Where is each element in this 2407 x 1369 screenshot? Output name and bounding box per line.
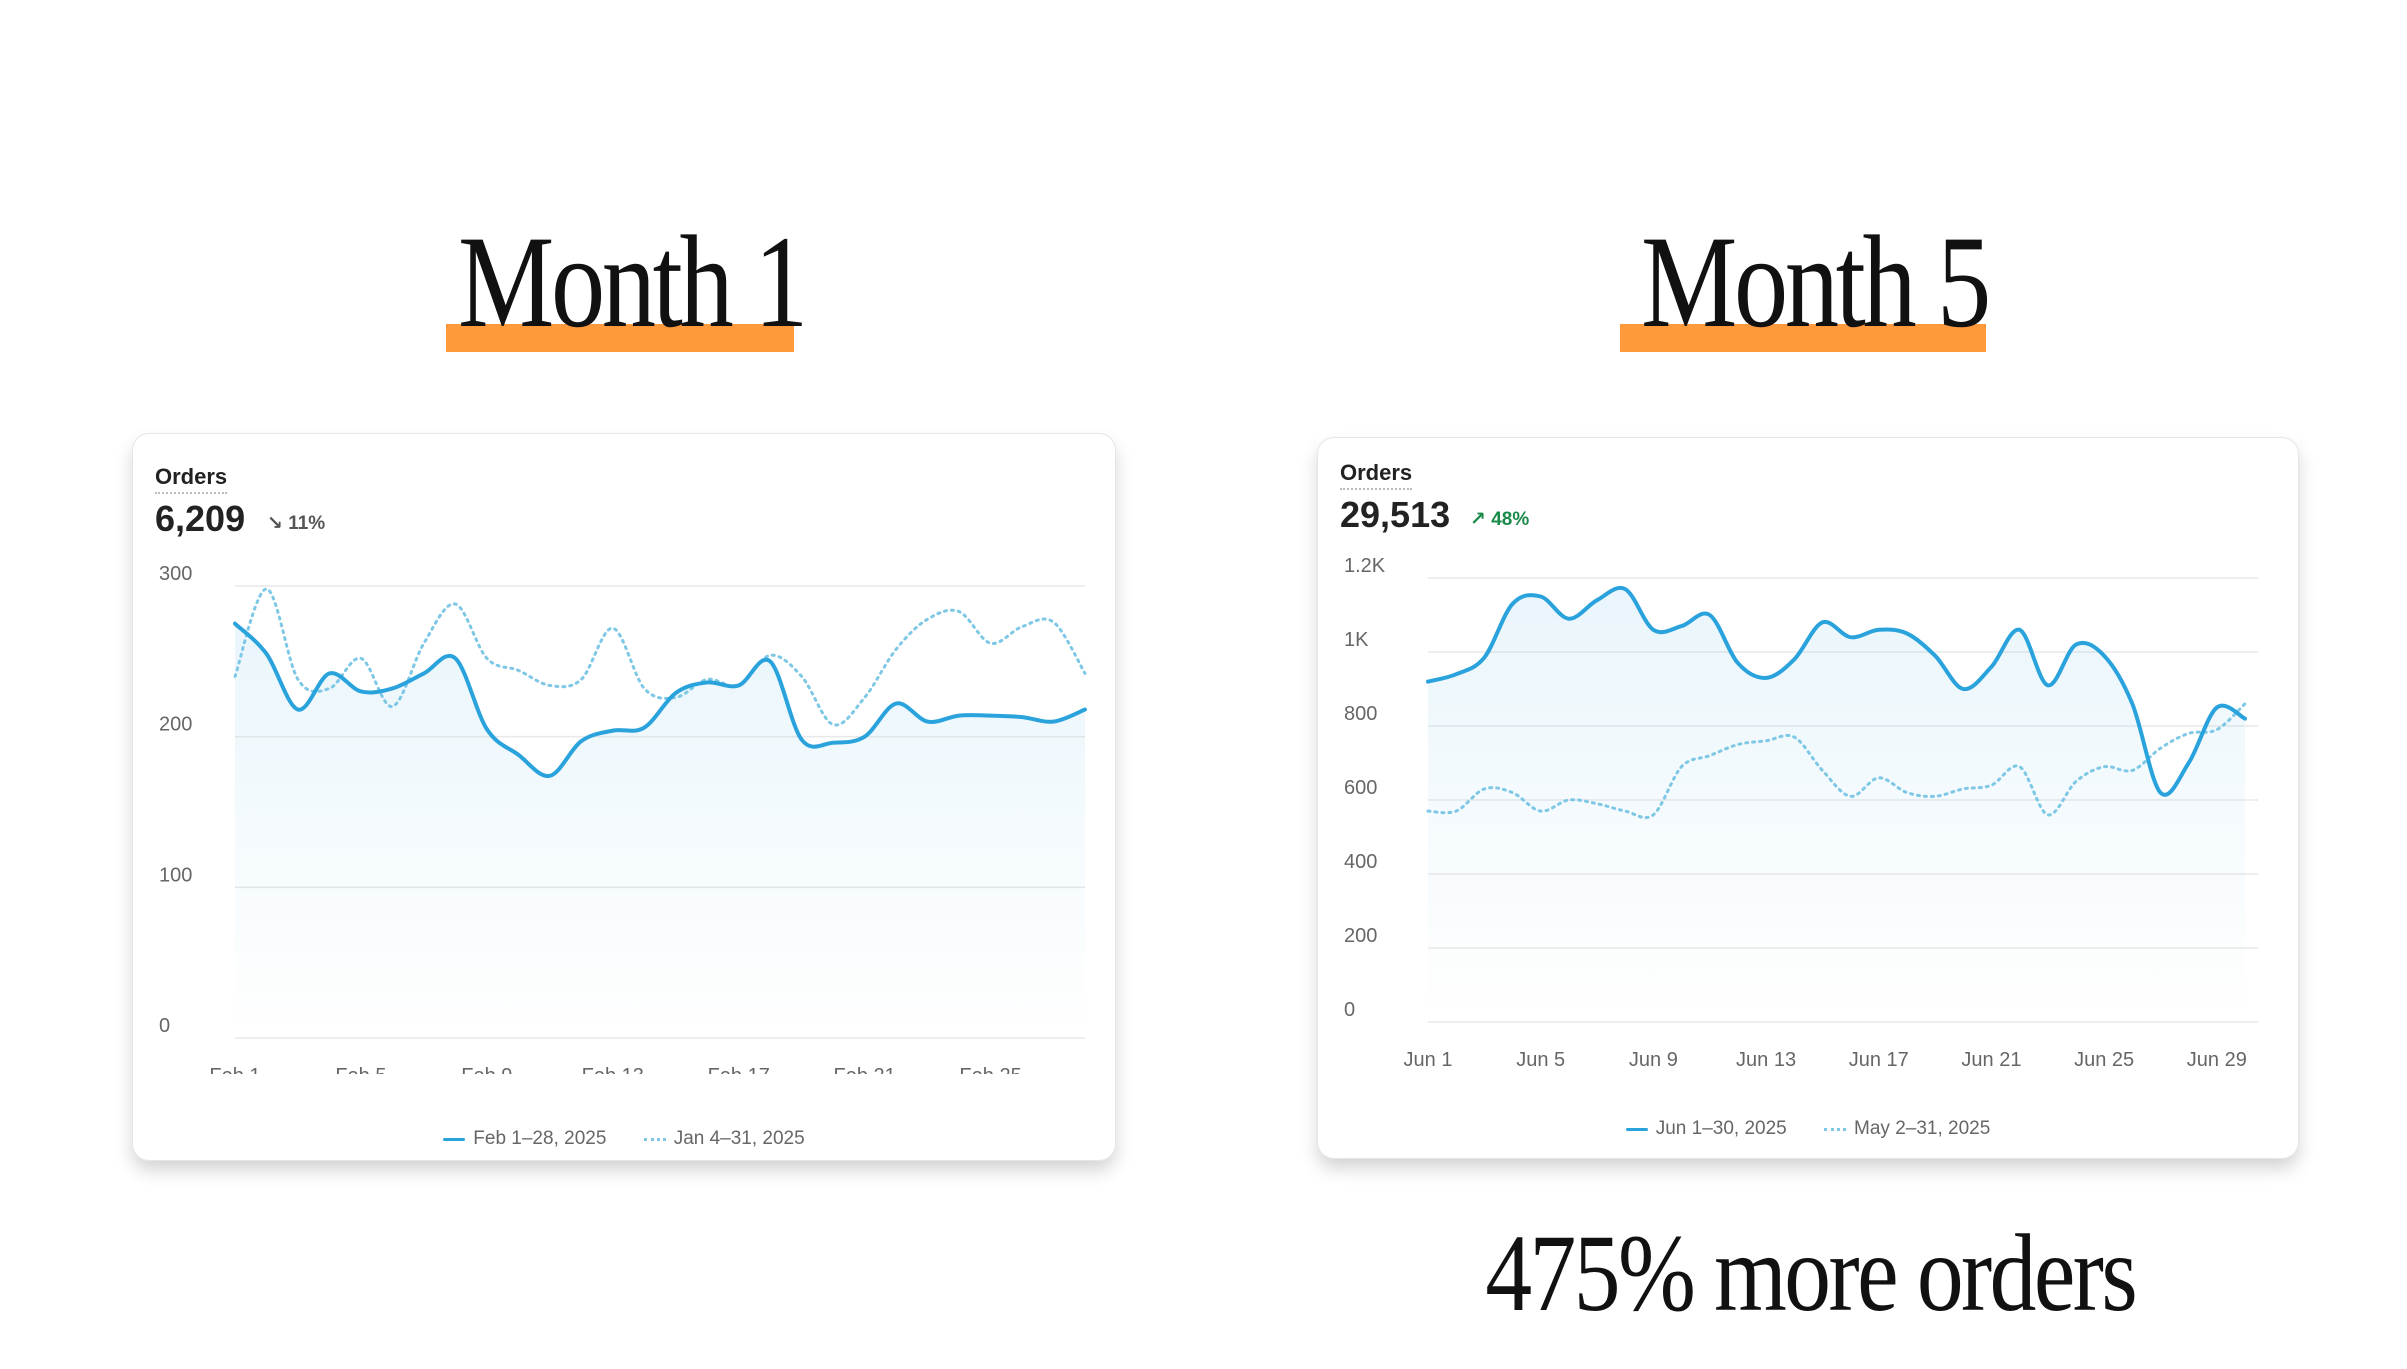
heading-highlight <box>446 324 794 352</box>
x-tick-label: Jun 13 <box>1736 1049 1796 1071</box>
legend-label: May 2–31, 2025 <box>1854 1118 1991 1139</box>
heading-text: Month 5 <box>1641 208 1991 355</box>
series-line-current <box>1426 585 2247 797</box>
y-tick-label: 600 <box>1344 777 1377 799</box>
orders-total: 6,209 <box>155 498 246 539</box>
dotted-line-swatch-icon <box>643 1137 666 1141</box>
x-tick-label: Jun 9 <box>1629 1049 1678 1071</box>
y-tick-label: 200 <box>1344 925 1377 947</box>
y-tick-label: 800 <box>1344 703 1377 725</box>
heading-month-5: Month 5 <box>1603 212 2003 352</box>
area-fill <box>1428 587 2245 1022</box>
y-tick-label: 300 <box>159 563 192 585</box>
y-tick-label: 1K <box>1344 629 1369 651</box>
chart-legend: Feb 1–28, 2025 Jan 4–31, 2025 <box>133 1125 1115 1151</box>
x-tick-label: Jun 1 <box>1404 1049 1453 1071</box>
series-line-current <box>233 621 1087 778</box>
heading-highlight <box>1620 324 1986 352</box>
x-tick-label: Feb 1 <box>209 1065 260 1074</box>
card-title: Orders <box>155 464 228 494</box>
series-line-previous <box>1426 702 2247 820</box>
orders-card-month-5: Orders 29,513 ↗ 48% 0 200 400 600 800 1K 1.2K J… <box>1318 438 2298 1158</box>
legend-item-current[interactable]: Feb 1–28, 2025 <box>443 1128 606 1150</box>
heading-month-1: Month 1 <box>420 212 820 352</box>
x-tick-label: Feb 25 <box>959 1065 1021 1074</box>
card-title: Orders <box>1340 460 1413 490</box>
dotted-line-swatch-icon <box>1824 1127 1847 1131</box>
x-tick-label: Feb 21 <box>833 1065 895 1074</box>
area-fill <box>235 623 1085 1038</box>
series-line-previous <box>233 587 1087 727</box>
change-badge: ↘ 11% <box>267 513 326 534</box>
y-tick-label: 400 <box>1344 851 1377 873</box>
legend-item-previous[interactable]: Jan 4–31, 2025 <box>643 1128 805 1150</box>
y-tick-label: 0 <box>159 1015 170 1037</box>
orders-card-month-1: Orders 6,209 ↘ 11% 0 100 200 300 Feb 1 Feb 5 F… <box>133 434 1115 1160</box>
legend-item-previous[interactable]: May 2–31, 2025 <box>1824 1118 1990 1140</box>
y-tick-label: 100 <box>159 864 192 886</box>
orders-total: 29,513 <box>1340 494 1451 535</box>
x-tick-label: Feb 9 <box>461 1065 512 1074</box>
legend-label: Feb 1–28, 2025 <box>473 1128 607 1149</box>
x-tick-label: Jun 17 <box>1849 1049 1909 1071</box>
orders-line-chart: 0 200 400 600 800 1K 1.2K Jun 1 Jun 5 Jun 9 Jun 13… <box>1344 555 2258 1071</box>
x-tick-label: Jun 5 <box>1516 1049 1565 1071</box>
footer-text: 475% more orders <box>1485 1212 2137 1334</box>
y-tick-label: 0 <box>1344 999 1355 1021</box>
y-tick-label: 1.2K <box>1344 555 1386 577</box>
x-tick-label: Jun 21 <box>1961 1049 2021 1071</box>
solid-line-swatch-icon <box>1625 1127 1648 1131</box>
x-tick-label: Jun 25 <box>2074 1049 2134 1071</box>
orders-line-chart: 0 100 200 300 Feb 1 Feb 5 Feb 9 Feb 13 Feb 17 Feb… <box>159 563 1087 1074</box>
orders-growth-caption: 475% more orders <box>1310 1210 2310 1337</box>
change-badge: ↗ 48% <box>1470 509 1530 530</box>
x-tick-label: Feb 5 <box>335 1065 386 1074</box>
heading-text: Month 1 <box>458 208 808 355</box>
solid-line-swatch-icon <box>443 1137 466 1141</box>
y-tick-label: 200 <box>159 714 192 736</box>
x-tick-label: Jun 29 <box>2187 1049 2247 1071</box>
legend-label: Jan 4–31, 2025 <box>673 1128 805 1149</box>
legend-item-current[interactable]: Jun 1–30, 2025 <box>1625 1118 1787 1140</box>
chart-legend: Jun 1–30, 2025 May 2–31, 2025 <box>1318 1115 2298 1141</box>
x-tick-label: Feb 13 <box>582 1065 644 1074</box>
legend-label: Jun 1–30, 2025 <box>1655 1118 1787 1139</box>
x-tick-label: Feb 17 <box>708 1065 770 1074</box>
